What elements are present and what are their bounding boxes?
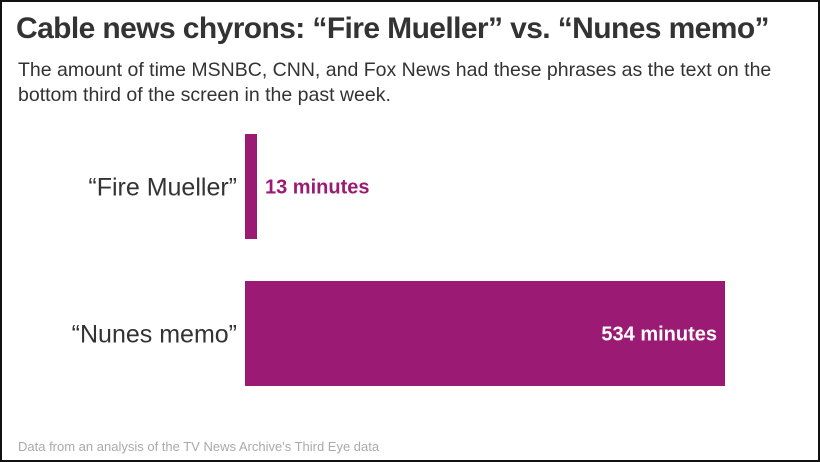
chart-subtitle: The amount of time MSNBC, CNN, and Fox N… xyxy=(18,59,772,106)
bar xyxy=(245,281,725,386)
bar-chart: “Fire Mueller” 13 minutes “Nunes memo” 534 … xyxy=(72,134,725,386)
source-note: Data from an analysis of the TV News Arc… xyxy=(18,439,380,454)
bar xyxy=(245,134,257,239)
category-label: “Nunes memo” xyxy=(72,321,237,349)
category-label: “Fire Mueller” xyxy=(88,174,237,202)
value-label: 534 minutes xyxy=(601,324,717,346)
chart-title: Cable news chyrons: “Fire Mueller” vs. “… xyxy=(16,12,770,45)
value-label: 13 minutes xyxy=(265,177,369,199)
